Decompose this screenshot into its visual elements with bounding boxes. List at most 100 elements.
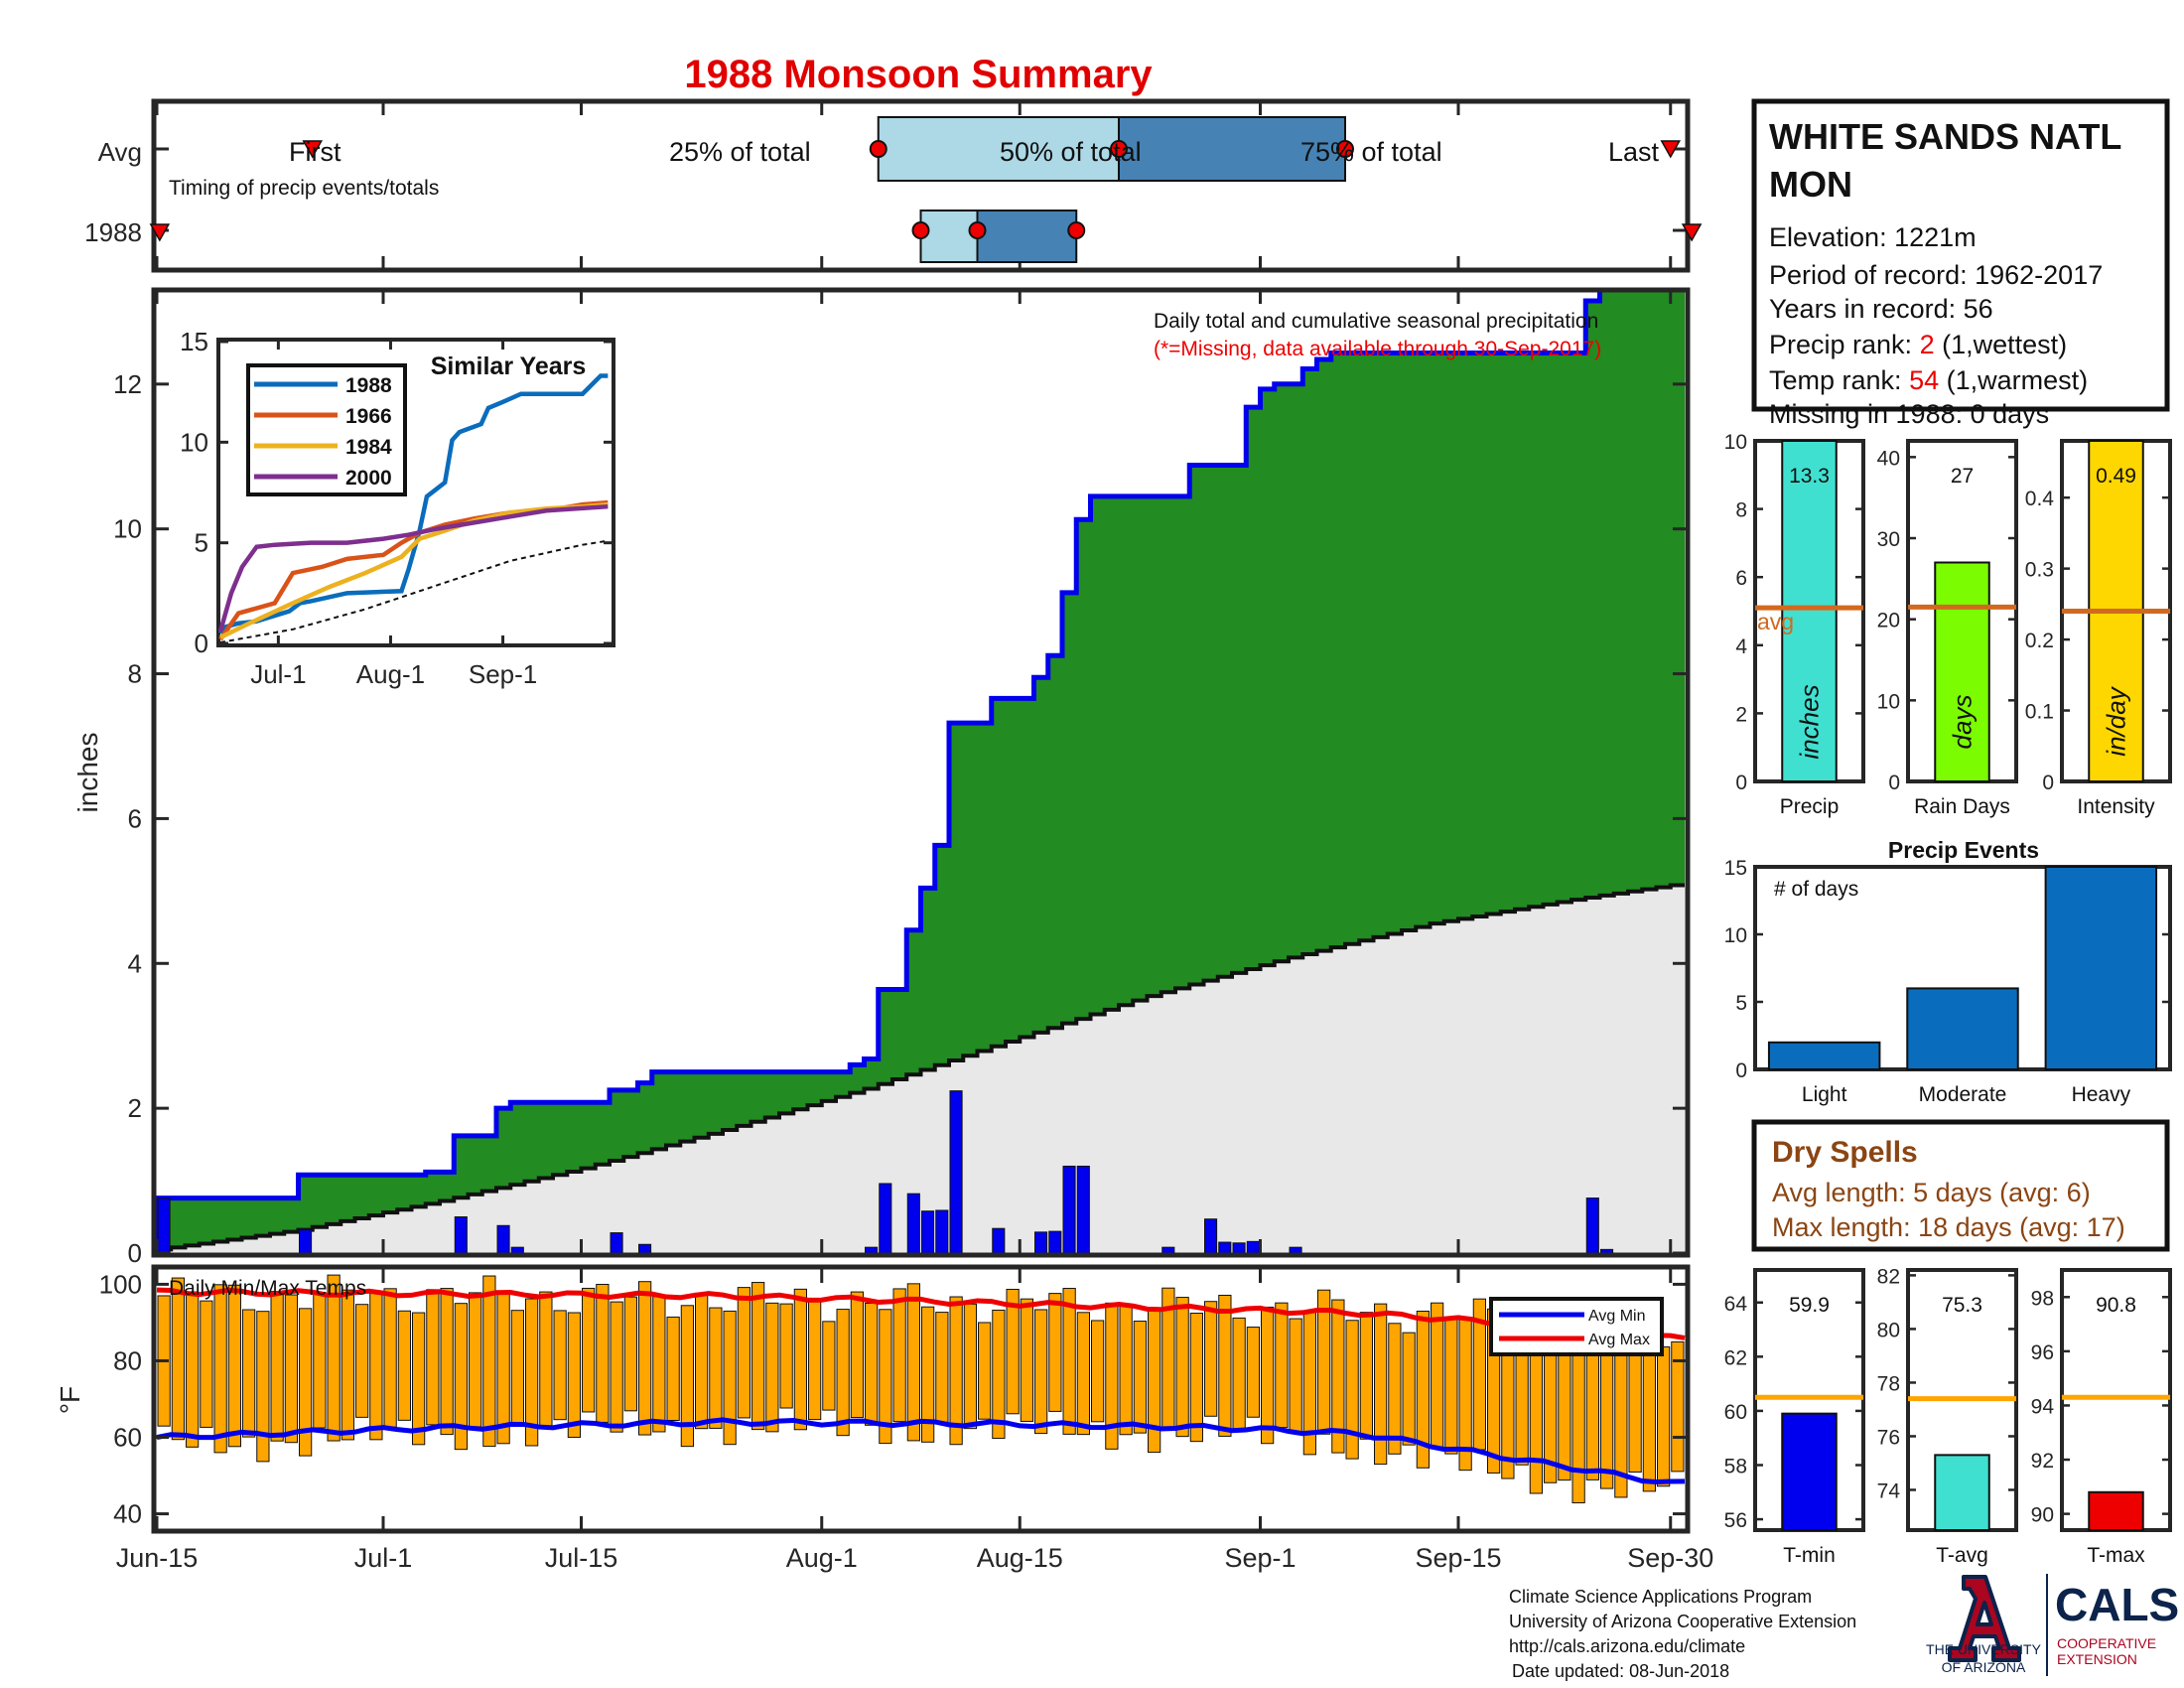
inset-plot-area: 0 5 10 15 Jul-1 Aug-1 Sep-1 [180,327,613,689]
mini-panel-ytick-label: 78 [1877,1372,1900,1395]
main-ylabel: inches [72,733,103,813]
similar-years-inset: 0 5 10 15 Jul-1 Aug-1 Sep-1 Similar Years 1988… [180,327,615,689]
temp-ytick-label: 40 [113,1499,142,1529]
timing-caption: Timing of precip events/totals [169,177,439,200]
daily-precip-bar [1600,1248,1614,1254]
main-axes: 0 2 4 6 8 10 12 [113,290,1686,1268]
main-ytick-label: 6 [128,803,142,833]
timing-pct75-label: 75% of total [1300,137,1442,167]
precip-events-xlabel: Light [1802,1083,1847,1106]
daily-temp-bar [213,1284,227,1454]
cals-logo-text: CALS [2055,1579,2179,1630]
daily-temp-bar [412,1312,426,1446]
daily-temp-bar [666,1316,680,1421]
precip-rank-note: (1,wettest) [1935,330,2068,359]
dry-spells-max-length: Max length: 18 days (avg: 17) [1772,1212,2125,1242]
daily-precip-bar [1218,1241,1232,1254]
daily-temp-bar [1189,1313,1203,1443]
main-chart-frame [151,287,1691,1258]
daily-temp-bar [200,1300,213,1428]
daily-temp-bar [582,1287,596,1413]
daily-temp-bar [808,1300,822,1421]
main-ytick-label: 10 [113,514,142,544]
daily-temp-bar [355,1304,369,1418]
mini-panel-value-label: 75.3 [1942,1294,1982,1317]
precip-events-chart: Precip Events Light Moderate Heavy 0 5 10 15 #… [1724,837,2172,1106]
daily-temp-bar [680,1305,694,1448]
legend-label-1988: 1988 [345,374,392,397]
daily-temp-bar [1345,1320,1359,1460]
inset-xtick-label: Jul-1 [250,659,306,689]
daily-precip-bar [1062,1165,1076,1254]
main-ytick-label: 2 [128,1093,142,1123]
cals-logo-sub1: COOPERATIVE [2057,1635,2156,1651]
daily-temp-bar [1444,1319,1458,1455]
daily-temp-bar [284,1294,298,1444]
daily-temp-bar [1175,1297,1189,1438]
temp-ylabel: °F [55,1386,85,1414]
daily-temp-bar [525,1298,539,1447]
mini-panel-ytick-label: 64 [1724,1293,1748,1316]
inset-xtick-label: Sep-1 [469,659,537,689]
mini-panel-bar [1934,561,1990,782]
daily-temp-bar [751,1282,765,1431]
temp-mini-panels: 56 58 60 62 64 59.9 T-min 74 76 78 80 82 75.3 T-avg 90… [1724,1265,2172,1567]
main-note-2: (*=Missing, data available through 30-Se… [1154,338,1601,360]
mini-panel-ytick-label: 56 [1724,1509,1747,1532]
main-ytick-label: 0 [128,1238,142,1268]
daily-temp-bar [341,1289,354,1441]
precip-events-plot: Light Moderate Heavy 0 5 10 15 [1724,857,2170,1106]
date-tick-label: Jul-1 [354,1543,413,1573]
station-years: Years in record: 56 [1769,294,1993,324]
dry-spells-box: Dry Spells Avg length: 5 days (avg: 6) M… [1751,1119,2170,1252]
mini-panel-bar [1781,1412,1838,1532]
timing-year-last-marker [1681,223,1703,242]
daily-temp-bar [1133,1321,1147,1434]
timing-avg-q25-marker [869,140,887,158]
footer: Climate Science Applications Program Uni… [1509,1587,1856,1681]
dry-spells-title: Dry Spells [1772,1136,1918,1169]
mini-panel-intensity: 0 0.1 0.2 0.3 0.4 0.49 in/day Intensity [2025,439,2172,818]
daily-temp-bar [496,1291,510,1445]
daily-temp-bar [1416,1311,1430,1469]
daily-temp-bar [270,1291,284,1442]
station-info-box: WHITE SANDS NATL MON Elevation: 1221m Pe… [1751,98,2170,412]
daily-temp-bar [978,1322,992,1420]
daily-temp-bar [440,1288,454,1436]
similar-line-1988 [218,373,609,635]
timing-marks [149,116,1703,263]
daily-temp-bar [1359,1312,1373,1440]
daily-temp-bar [865,1302,879,1426]
timing-avg-q25-q50-box [877,116,1120,182]
mini-panel-bar-label: in/day [2102,685,2131,756]
inset-title: Similar Years [431,352,587,380]
ua-logo: THE UNIVERSITY OF ARIZONA [1926,1574,2048,1676]
mini-panel-ytick-label: 0.1 [2025,701,2054,724]
mini-panel-ytick-label: 60 [1724,1401,1747,1424]
daily-temp-bar [793,1288,807,1431]
mini-panel-t-min: 56 58 60 62 64 59.9 T-min [1724,1268,1865,1567]
footer-line1: Climate Science Applications Program [1509,1587,1812,1607]
legend-label-1984: 1984 [345,436,392,459]
temp-rank-value: 54 [1909,365,1939,395]
timing-avg-first-marker [302,140,324,159]
mini-panel-xlabel: Rain Days [1914,795,2010,818]
daily-precip-bar [906,1193,920,1254]
timing-year-q50-marker [968,221,987,239]
timing-avg-last-marker [1660,140,1682,159]
inset-xtick-label: Aug-1 [356,659,425,689]
avg-min-line [156,1417,1686,1484]
timing-panel: Avg 1988 Timing of precip events/totals … [84,98,1703,273]
station-missing: Missing in 1988: 0 days [1769,399,2049,429]
mini-panel-ytick-label: 74 [1877,1479,1901,1502]
daily-temp-bar [1034,1309,1048,1435]
main-note-1: Daily total and cumulative seasonal prec… [1154,310,1598,333]
mini-panel-precip: 0 2 4 6 8 10 13.3 inches avg Precip [1724,431,1865,818]
precip-events-ylabel: # of days [1774,878,1858,901]
mini-panel-bar [2088,1490,2144,1531]
daily-temp-bar [327,1274,341,1442]
daily-temp-bar [1331,1299,1345,1454]
timing-avg-q75-marker [1336,140,1354,158]
temp-legend: Avg Min Avg Max [1489,1297,1664,1356]
